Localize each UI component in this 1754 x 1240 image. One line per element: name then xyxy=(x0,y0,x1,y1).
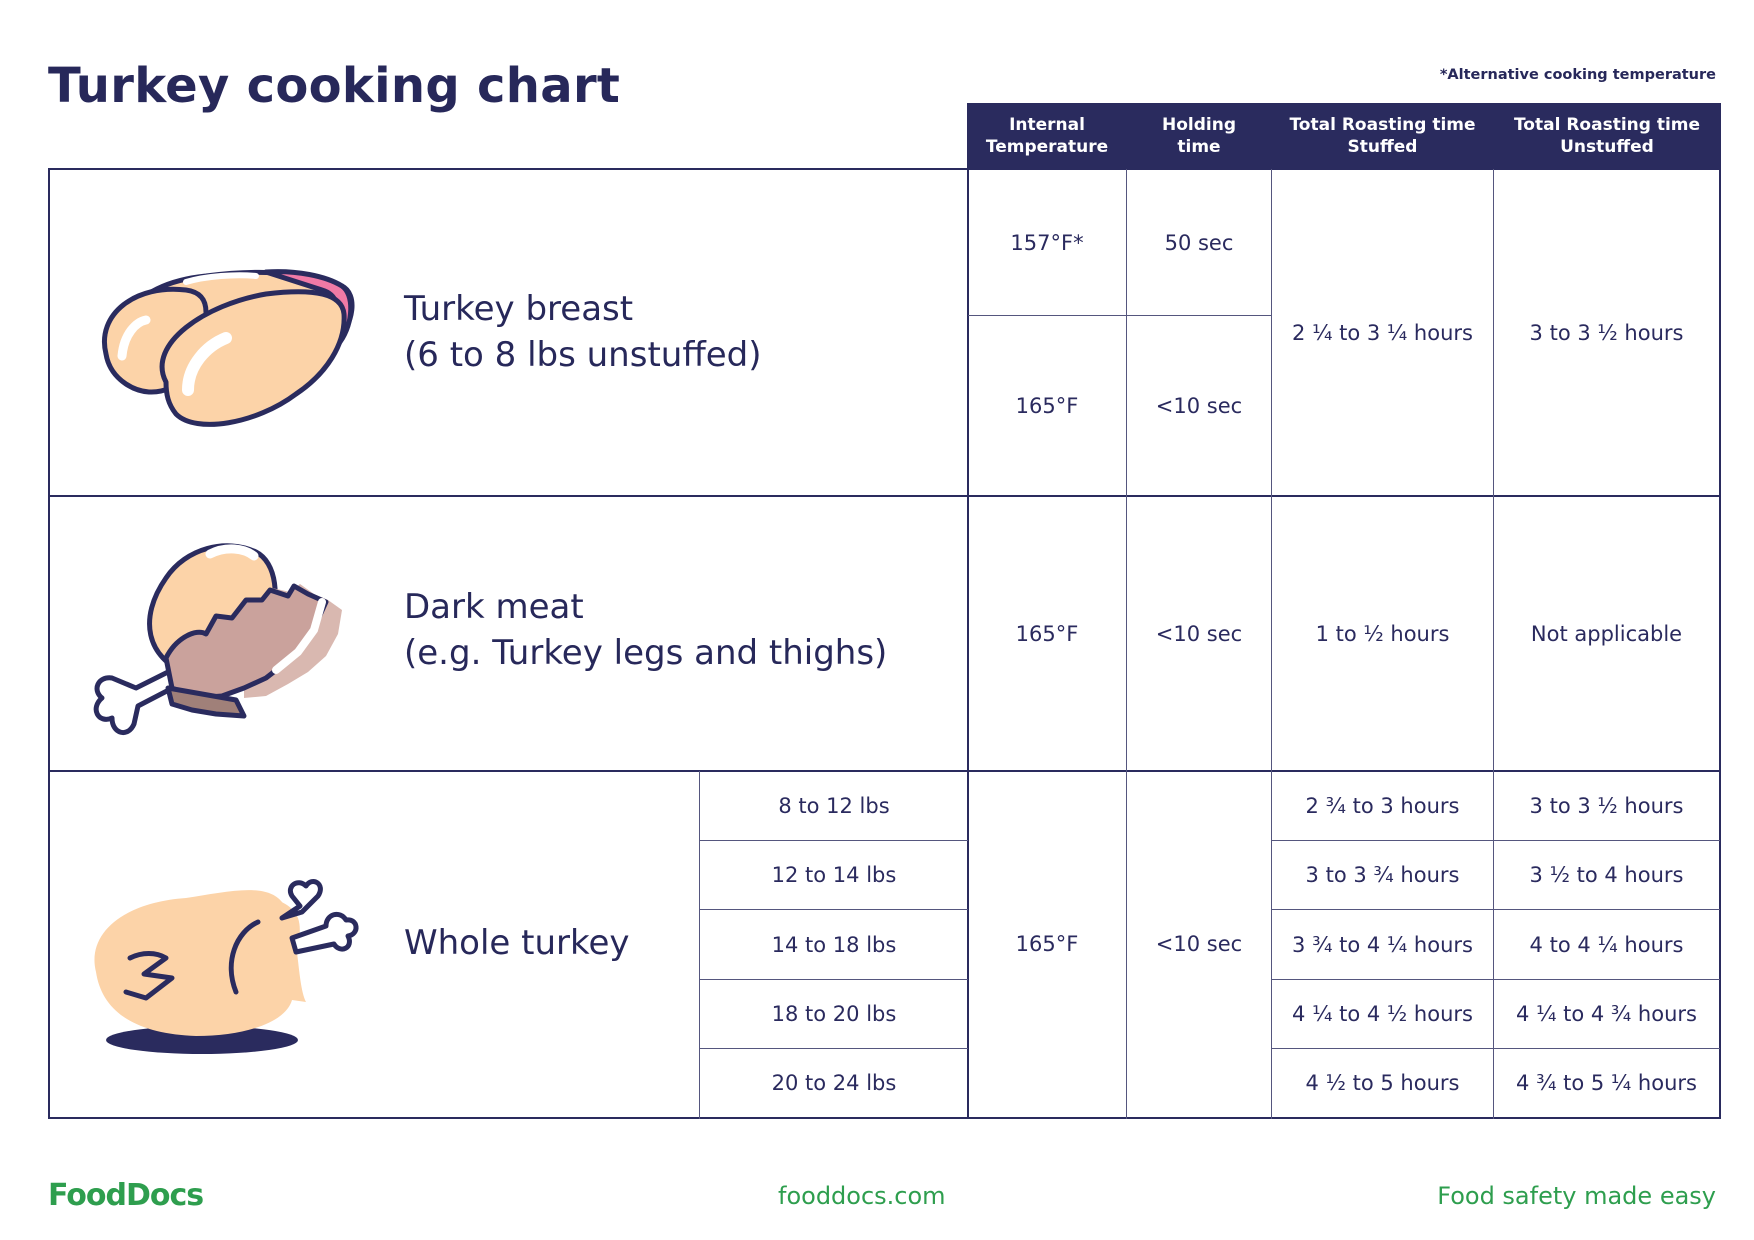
whole-weight-5: 20 to 24 lbs xyxy=(771,1071,897,1095)
whole-stuffed-4: 4 ¼ to 4 ½ hours xyxy=(1292,1002,1473,1026)
fooddocs-logo: FoodDocs xyxy=(48,1178,204,1213)
whole-unstuffed-2: 3 ½ to 4 hours xyxy=(1529,863,1684,887)
breast-hold: <10 sec xyxy=(1155,393,1243,418)
footer-website-link[interactable]: fooddocs.com xyxy=(778,1182,946,1210)
whole-stuffed-3: 3 ¾ to 4 ¼ hours xyxy=(1292,932,1473,957)
header-roasting-stuffed: Total Roasting time Stuffed xyxy=(1289,115,1476,157)
header-holding-time: Holding time xyxy=(1161,115,1236,157)
whole-weight-3: 14 to 18 lbs xyxy=(771,932,897,957)
header-internal-temperature: Internal Temperature xyxy=(985,115,1109,157)
whole-unstuffed-1: 3 to 3 ½ hours xyxy=(1529,793,1684,818)
page-title: Turkey cooking chart xyxy=(48,58,621,114)
turkey-breast-icon xyxy=(102,269,355,427)
whole-temp: 165°F xyxy=(1015,932,1079,956)
table-header-bar xyxy=(968,103,1720,169)
row-label-dark-meat: Dark meat (e.g. Turkey legs and thighs) xyxy=(404,587,888,673)
whole-unstuffed-3: 4 to 4 ¼ hours xyxy=(1529,932,1684,957)
whole-weight-4: 18 to 20 lbs xyxy=(771,1002,897,1026)
dark-roasting-stuffed: 1 to ½ hours xyxy=(1315,621,1450,646)
alternative-temperature-note: *Alternative cooking temperature xyxy=(1439,67,1716,83)
breast-roasting-stuffed: 2 ¼ to 3 ¼ hours xyxy=(1292,320,1473,345)
breast-roasting-unstuffed: 3 to 3 ½ hours xyxy=(1529,320,1684,345)
breast-temp: 165°F xyxy=(1015,393,1079,418)
whole-stuffed-1: 2 ¾ to 3 hours xyxy=(1305,793,1460,818)
whole-weight-1: 8 to 12 lbs xyxy=(778,793,890,818)
whole-stuffed-5: 4 ½ to 5 hours xyxy=(1305,1071,1460,1095)
header-roasting-unstuffed: Total Roasting time Unstuffed xyxy=(1513,115,1701,157)
row-label-whole-turkey: Whole turkey xyxy=(404,923,630,963)
row-label-turkey-breast: Turkey breast (6 to 8 lbs unstuffed) xyxy=(404,289,762,375)
turkey-leg-icon xyxy=(93,543,342,735)
breast-hold-alt: 50 sec xyxy=(1164,230,1234,255)
whole-turkey-icon xyxy=(94,879,359,1054)
dark-hold: <10 sec xyxy=(1155,621,1243,646)
dark-roasting-unstuffed: Not applicable xyxy=(1530,621,1683,646)
whole-unstuffed-5: 4 ¾ to 5 ¼ hours xyxy=(1516,1071,1697,1095)
whole-weight-2: 12 to 14 lbs xyxy=(771,863,897,887)
whole-hold: <10 sec xyxy=(1155,932,1243,956)
dark-temp: 165°F xyxy=(1015,621,1079,646)
whole-unstuffed-4: 4 ¼ to 4 ¾ hours xyxy=(1516,1002,1697,1026)
footer-tagline: Food safety made easy xyxy=(1437,1182,1716,1210)
breast-temp-alt: 157°F* xyxy=(1010,230,1084,255)
whole-stuffed-2: 3 to 3 ¾ hours xyxy=(1305,863,1460,887)
